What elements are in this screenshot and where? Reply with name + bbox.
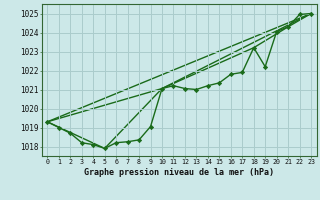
X-axis label: Graphe pression niveau de la mer (hPa): Graphe pression niveau de la mer (hPa) xyxy=(84,168,274,177)
